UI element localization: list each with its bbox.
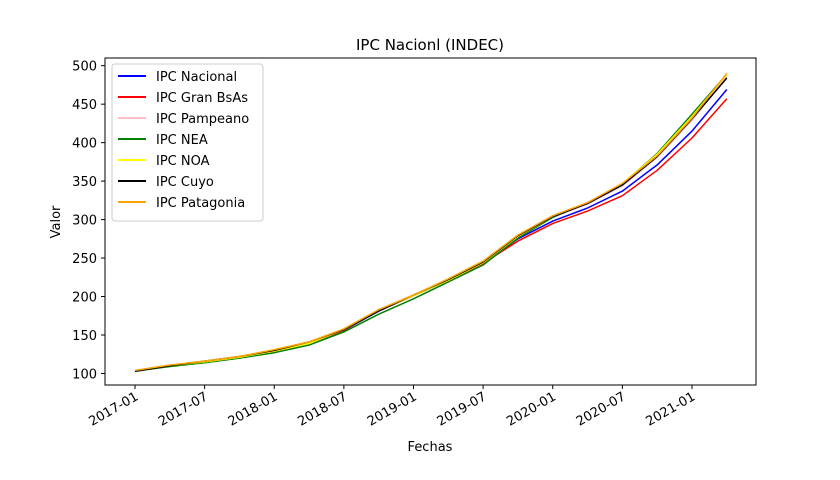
legend-label: IPC NEA bbox=[156, 133, 208, 148]
legend-label: IPC Cuyo bbox=[156, 175, 214, 190]
legend-label: IPC Pampeano bbox=[156, 112, 249, 127]
y-tick-label: 350 bbox=[72, 175, 97, 190]
legend-label: IPC NOA bbox=[156, 154, 210, 169]
x-tick-label: 2021-01 bbox=[643, 389, 698, 429]
x-axis: 2017-01 2017-07 2018-01 2018-07 2019-01 2019-… bbox=[86, 385, 698, 430]
x-tick-label: 2020-07 bbox=[574, 389, 629, 429]
y-axis-label: Valor bbox=[49, 205, 64, 238]
x-tick-label: 2019-01 bbox=[365, 389, 420, 429]
legend-label: IPC Gran BsAs bbox=[156, 91, 248, 106]
y-tick-label: 250 bbox=[72, 252, 97, 267]
x-axis-label: Fechas bbox=[408, 440, 453, 455]
series-line-ipc-patagonia bbox=[134, 72, 728, 372]
y-tick-label: 100 bbox=[72, 367, 97, 382]
series-lines bbox=[134, 72, 728, 372]
plot-area bbox=[104, 57, 757, 386]
legend-label: IPC Nacional bbox=[156, 70, 237, 85]
x-tick-label: 2019-07 bbox=[435, 389, 490, 429]
x-tick-label: 2017-01 bbox=[86, 389, 141, 429]
legend-box bbox=[111, 63, 264, 222]
y-tick-label: 300 bbox=[72, 214, 97, 229]
x-tick-label: 2018-01 bbox=[226, 389, 281, 429]
x-tick-label: 2020-01 bbox=[504, 389, 559, 429]
legend-label: IPC Patagonia bbox=[156, 196, 245, 211]
y-tick-label: 450 bbox=[72, 98, 97, 113]
chart-title: IPC Nacionl (INDEC) bbox=[356, 36, 504, 54]
x-tick-label: 2018-07 bbox=[295, 389, 350, 429]
x-tick-label: 2017-07 bbox=[156, 389, 211, 429]
y-axis: 100 150 200 250 300 350 400 450 500 bbox=[72, 60, 105, 382]
y-tick-label: 200 bbox=[72, 291, 97, 306]
y-tick-label: 500 bbox=[72, 60, 97, 75]
y-tick-label: 150 bbox=[72, 329, 97, 344]
legend: IPC Nacional IPC Gran BsAs IPC Pampeano IPC… bbox=[111, 63, 264, 222]
y-tick-label: 400 bbox=[72, 137, 97, 152]
